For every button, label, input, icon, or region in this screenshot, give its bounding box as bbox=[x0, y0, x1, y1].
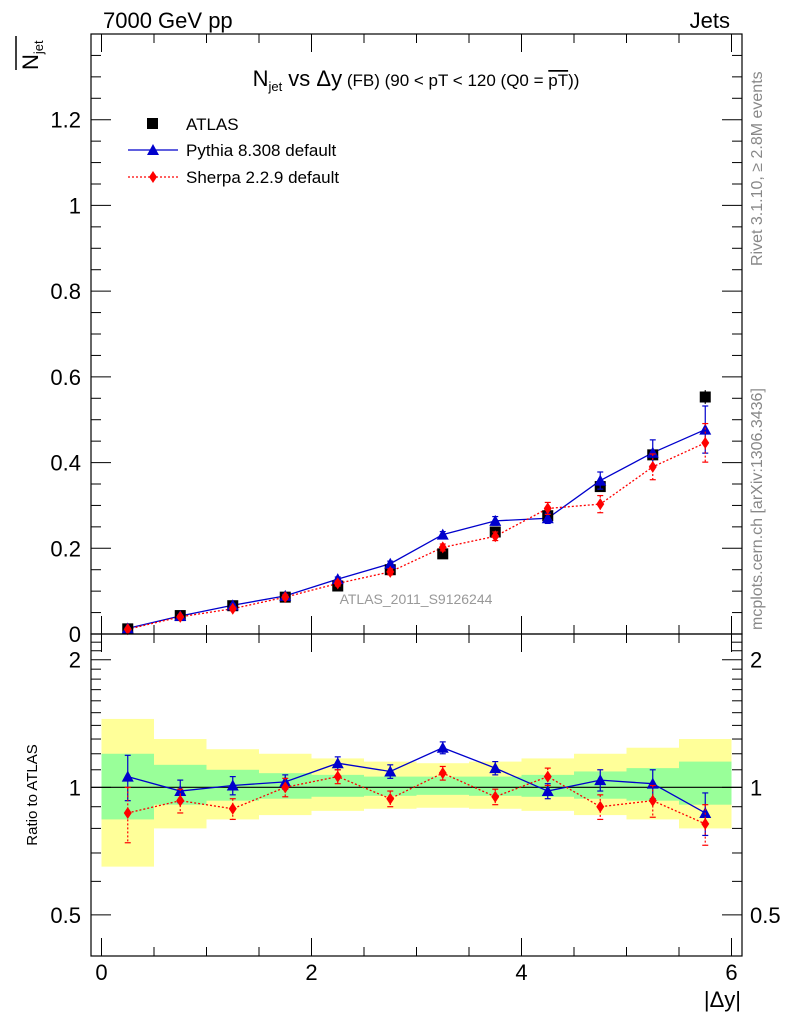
svg-text:Njet: Njet bbox=[18, 40, 46, 70]
pythia-ratio-point bbox=[594, 774, 607, 786]
legend-item-atlas: ATLAS bbox=[147, 115, 239, 134]
sherpa-ratio-point bbox=[228, 802, 237, 815]
sherpa-point bbox=[386, 565, 395, 578]
ratio-y-tick-label: 0.5 bbox=[50, 903, 81, 928]
sherpa-point bbox=[123, 623, 132, 636]
sherpa-point bbox=[596, 498, 605, 511]
ratio-y-tick-label-right: 0.5 bbox=[750, 903, 781, 928]
sherpa-line bbox=[127, 442, 706, 630]
pythia-ratio-point bbox=[226, 779, 239, 791]
legend-marker-pythia bbox=[147, 144, 159, 155]
pythia-point bbox=[436, 528, 449, 540]
sherpa-ratio-point bbox=[281, 781, 290, 794]
sherpa-ratio-point bbox=[386, 792, 395, 805]
legend-label-sherpa: Sherpa 2.2.9 default bbox=[186, 168, 339, 187]
pythia-point bbox=[541, 512, 554, 524]
ratio-y-tick-label-right: 1 bbox=[750, 775, 762, 800]
category-label: Jets bbox=[690, 8, 730, 33]
pythia-ratio-point bbox=[121, 770, 134, 782]
y-tick-label: 1.2 bbox=[50, 108, 81, 133]
sherpa-point bbox=[543, 502, 552, 515]
x-tick-label: 6 bbox=[725, 960, 737, 985]
sherpa-point bbox=[333, 577, 342, 590]
title-rest: vs Δy bbox=[282, 66, 342, 91]
x-axis-label: |Δy| bbox=[704, 987, 741, 1012]
y-tick-label: 0.2 bbox=[50, 536, 81, 561]
legend-marker-sherpa bbox=[149, 171, 157, 183]
title-overline: pT bbox=[548, 71, 568, 90]
sherpa-ratio-point bbox=[543, 770, 552, 783]
pythia-point bbox=[594, 474, 607, 486]
sherpa-ratio-point bbox=[701, 817, 710, 830]
x-tick-label: 0 bbox=[95, 960, 107, 985]
y-tick-label: 1 bbox=[69, 193, 81, 218]
pythia-line bbox=[127, 428, 706, 630]
x-tick-label: 2 bbox=[305, 960, 317, 985]
sherpa-point bbox=[176, 610, 185, 623]
legend-marker-atlas bbox=[147, 118, 158, 129]
pythia-point bbox=[384, 557, 397, 569]
pythia-point bbox=[489, 514, 502, 526]
sherpa-point bbox=[648, 460, 657, 473]
title-small: (FB) (90 < pT < 120 (Q0 = bbox=[342, 71, 548, 90]
sherpa-point bbox=[281, 591, 290, 604]
uncertainty-band-inner bbox=[364, 776, 417, 796]
ratio-panel: 0.5 0.5 1 1 2 2 0 2 4 6 Ratio to ATLAS |Δy| bbox=[24, 633, 781, 1012]
sherpa-ratio-point bbox=[648, 794, 657, 807]
sherpa-point bbox=[491, 530, 500, 543]
legend-label-atlas: ATLAS bbox=[186, 115, 239, 134]
ratio-y-tick-label-right: 2 bbox=[750, 648, 762, 673]
sherpa-ratio-point bbox=[596, 800, 605, 813]
title-end: )) bbox=[568, 71, 579, 90]
pythia-ratio-line bbox=[127, 747, 706, 814]
energy-label: 7000 GeV pp bbox=[103, 8, 233, 33]
y-tick-label: 0.8 bbox=[50, 279, 81, 304]
pythia-ratio-point bbox=[331, 757, 344, 769]
sherpa-ratio-point bbox=[176, 794, 185, 807]
main-ylabel: Njet bbox=[15, 36, 46, 70]
ratio-ticks: 0.5 0.5 1 1 2 2 0 2 4 6 bbox=[50, 634, 781, 985]
pythia-ratio-point bbox=[699, 806, 712, 818]
ylabel-sub: jet bbox=[31, 40, 46, 55]
pythia-ratio-point bbox=[384, 765, 397, 777]
ratio-ylabel: Ratio to ATLAS bbox=[24, 744, 41, 845]
sherpa-point bbox=[701, 436, 710, 449]
legend: ATLAS Pythia 8.308 default Sherpa 2.2.9 … bbox=[128, 115, 339, 187]
ratio-plot-content bbox=[91, 718, 742, 867]
sherpa-point bbox=[438, 541, 447, 554]
sherpa-point bbox=[228, 602, 237, 615]
mcplots-label: mcplots.cern.ch [arXiv:1306.3436] bbox=[749, 388, 766, 630]
main-panel: 0 0.2 0.4 0.6 0.8 1 1.2 Njet vs Δy (FB) (90 < … bbox=[50, 33, 743, 647]
legend-item-pythia: Pythia 8.308 default bbox=[128, 141, 337, 160]
pythia-point bbox=[646, 446, 659, 458]
y-tick-label: 0 bbox=[69, 622, 81, 647]
title-n: N bbox=[253, 66, 269, 91]
watermark: ATLAS_2011_S9126244 bbox=[340, 591, 493, 607]
pythia-ratio-point bbox=[541, 785, 554, 797]
rivet-label: Rivet 3.1.10, ≥ 2.8M events bbox=[749, 71, 766, 266]
ratio-y-tick-label: 2 bbox=[69, 648, 81, 673]
y-tick-label: 0.6 bbox=[50, 365, 81, 390]
legend-item-sherpa: Sherpa 2.2.9 default bbox=[128, 168, 339, 187]
plot-title: Njet vs Δy (FB) (90 < pT < 120 (Q0 = pT)… bbox=[253, 66, 580, 94]
uncertainty-band-inner bbox=[311, 774, 364, 797]
sherpa-ratio-point bbox=[491, 790, 500, 803]
sherpa-ratio-point bbox=[333, 770, 342, 783]
ylabel-n: N bbox=[18, 54, 43, 70]
y-tick-label: 0.4 bbox=[50, 451, 81, 476]
sherpa-ratio-point bbox=[123, 806, 132, 819]
atlas-point bbox=[699, 391, 711, 403]
x-tick-label: 4 bbox=[515, 960, 527, 985]
uncertainty-band-inner bbox=[469, 776, 522, 796]
title-sub: jet bbox=[267, 79, 282, 94]
atlas-point bbox=[437, 548, 449, 560]
uncertainty-band-inner bbox=[416, 776, 469, 795]
sherpa-ratio-point bbox=[438, 767, 447, 780]
legend-label-pythia: Pythia 8.308 default bbox=[186, 141, 337, 160]
ratio-y-tick-label: 1 bbox=[69, 775, 81, 800]
pythia-ratio-point bbox=[489, 762, 502, 774]
main-plot-content bbox=[121, 390, 712, 636]
pythia-ratio-point bbox=[436, 741, 449, 753]
